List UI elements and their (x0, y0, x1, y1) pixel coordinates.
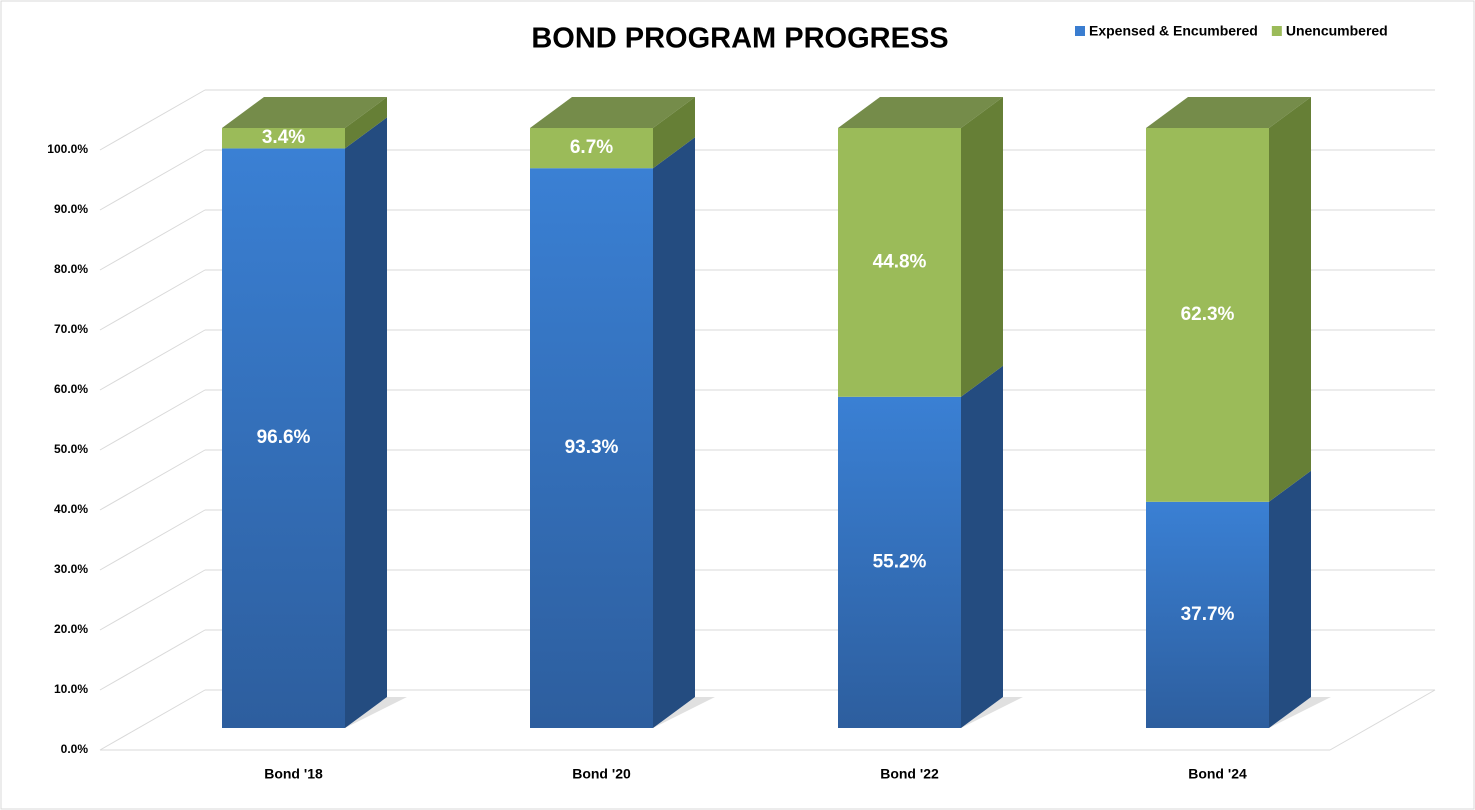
bar-top (838, 97, 1003, 128)
y-tick-label: 100.0% (47, 142, 88, 156)
data-label: 62.3% (1181, 304, 1235, 325)
bar (1146, 501, 1269, 728)
data-label: 96.6% (257, 427, 311, 448)
y-tick-label: 70.0% (54, 322, 88, 336)
grid-line (99, 269, 206, 331)
y-tick-label: 90.0% (54, 202, 88, 216)
x-tick-label: Bond '18 (264, 766, 323, 782)
grid-line (99, 629, 206, 691)
grid-line (99, 329, 206, 391)
bar-top (530, 97, 695, 128)
grid-line (99, 569, 206, 631)
bar (222, 128, 345, 149)
bar-side (653, 97, 695, 169)
data-label: 6.7% (570, 137, 613, 158)
y-tick-label: 40.0% (54, 502, 88, 516)
bar-side (653, 137, 695, 728)
bar-side (1269, 470, 1311, 728)
y-tick-label: 0.0% (61, 742, 89, 756)
grid-line (99, 509, 206, 571)
grid-line (99, 89, 206, 151)
data-label: 3.4% (262, 127, 305, 148)
grid-line (99, 149, 206, 211)
data-label: 44.8% (873, 251, 927, 272)
bar-top (1146, 97, 1311, 128)
x-tick-label: Bond '20 (572, 766, 631, 782)
bar (838, 128, 961, 397)
y-tick-label: 50.0% (54, 442, 88, 456)
bar (530, 168, 653, 728)
bar-side (345, 97, 387, 149)
legend-label: Unencumbered (1286, 23, 1388, 39)
bar-side (961, 97, 1003, 397)
bar-top (222, 97, 387, 128)
grid-line (99, 689, 206, 751)
floor-edge (1329, 689, 1436, 751)
bar-side (345, 117, 387, 728)
legend-swatch (1075, 26, 1085, 36)
data-label: 37.7% (1181, 604, 1235, 625)
bar (222, 148, 345, 728)
legend-label: Expensed & Encumbered (1089, 23, 1258, 39)
y-tick-label: 60.0% (54, 382, 88, 396)
x-tick-label: Bond '22 (880, 766, 939, 782)
y-tick-label: 20.0% (54, 622, 88, 636)
x-tick-label: Bond '24 (1188, 766, 1247, 782)
bar (530, 128, 653, 169)
bar-side (961, 365, 1003, 728)
data-label: 93.3% (565, 437, 619, 458)
y-tick-label: 10.0% (54, 682, 88, 696)
bar (838, 396, 961, 728)
legend-swatch (1271, 26, 1282, 36)
grid-line (99, 209, 206, 271)
grid-line (99, 389, 206, 451)
y-tick-label: 80.0% (54, 262, 88, 276)
bar (1146, 128, 1269, 502)
grid-line (99, 449, 206, 511)
chart-title: BOND PROGRAM PROGRESS (531, 23, 948, 55)
y-tick-label: 30.0% (54, 562, 88, 576)
data-label: 55.2% (873, 551, 927, 572)
bar-side (1269, 97, 1311, 502)
